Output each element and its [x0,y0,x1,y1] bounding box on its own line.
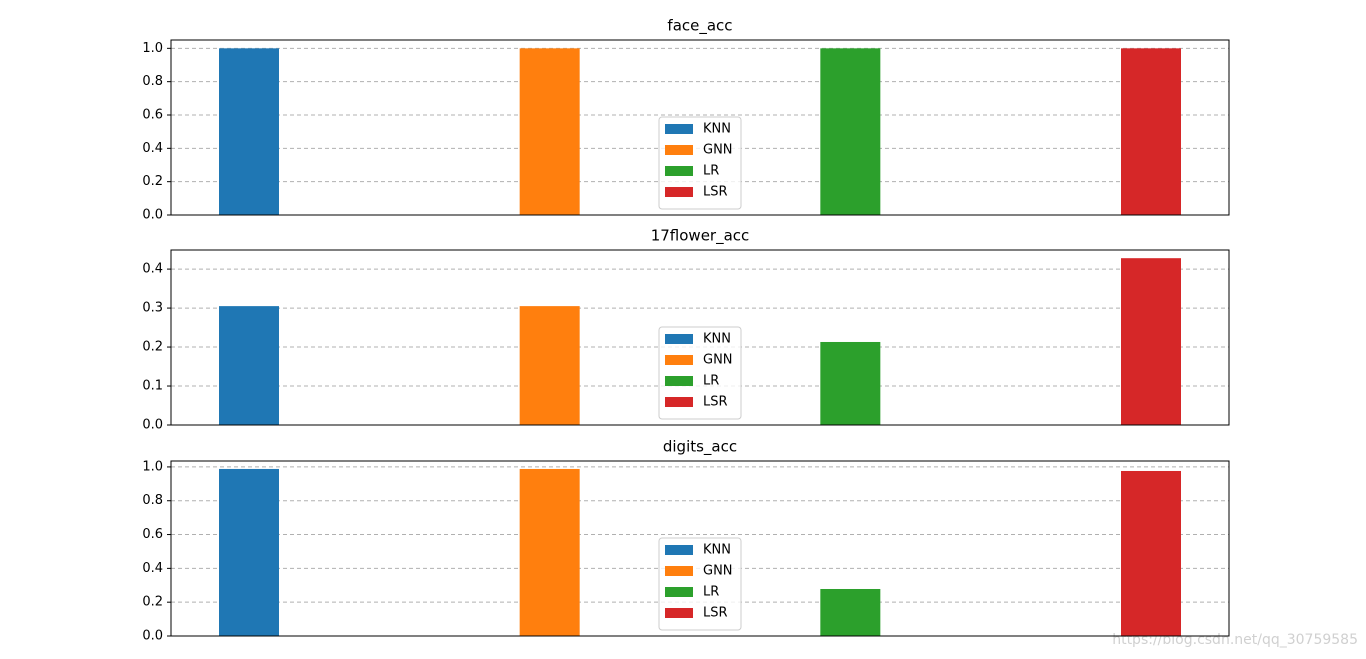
bar [519,48,580,216]
y-tick-label: 0.8 [142,493,163,508]
legend-swatch [665,334,693,344]
legend-swatch [665,587,693,597]
axes-frame [170,460,1230,637]
bar [219,468,279,636]
y-tick-label: 1.0 [142,459,163,474]
y-tick-label: 0.4 [142,262,163,277]
legend-label: GNN [703,353,733,368]
bar [820,341,881,425]
y-tick-label: 0.3 [142,301,163,316]
bar [219,48,279,216]
legend-swatch [665,376,693,386]
bar [519,306,580,425]
legend-box [658,116,742,210]
legend-label: GNN [703,143,733,158]
y-tick-label: 0.2 [142,340,163,355]
legend-swatch [665,355,693,365]
legend-label: KNN [703,332,731,347]
legend-label: LR [703,585,719,600]
y-tick-label: 0.6 [142,527,163,542]
legend-swatch [665,545,693,555]
y-tick-label: 0.4 [142,561,163,576]
legend-swatch [665,566,693,576]
y-tick-label: 0.4 [142,141,163,156]
legend-box [658,326,742,420]
legend-swatch [665,397,693,407]
chart-title: digits_acc [663,438,737,457]
axes-frame [170,39,1230,216]
bar [519,468,580,636]
chart-title: 17flower_acc [651,227,750,246]
legend-swatch [665,124,693,134]
legend-swatch [665,145,693,155]
y-tick-label: 0.1 [142,379,163,394]
axes-frame [170,249,1230,426]
y-tick-label: 0.2 [142,595,163,610]
y-tick-label: 0.0 [142,629,163,644]
legend-label: KNN [703,543,731,558]
y-tick-label: 0.0 [142,418,163,433]
bar [219,306,279,425]
bar [1121,258,1181,425]
legend-label: LR [703,164,719,179]
legend-swatch [665,187,693,197]
y-tick-label: 0.6 [142,108,163,123]
y-tick-label: 1.0 [142,41,163,56]
legend-label: LSR [703,395,728,410]
bar [820,48,881,216]
legend-swatch [665,608,693,618]
bar [820,588,881,636]
legend-label: LSR [703,185,728,200]
legend-box [658,537,742,631]
bar [1121,470,1181,636]
bar [1121,48,1181,216]
legend-label: GNN [703,564,733,579]
y-tick-label: 0.8 [142,74,163,89]
y-tick-label: 0.0 [142,208,163,223]
legend-label: LR [703,374,719,389]
y-tick-label: 0.2 [142,174,163,189]
legend-swatch [665,166,693,176]
legend-label: LSR [703,606,728,621]
chart-title: face_acc [667,17,732,36]
legend-label: KNN [703,122,731,137]
